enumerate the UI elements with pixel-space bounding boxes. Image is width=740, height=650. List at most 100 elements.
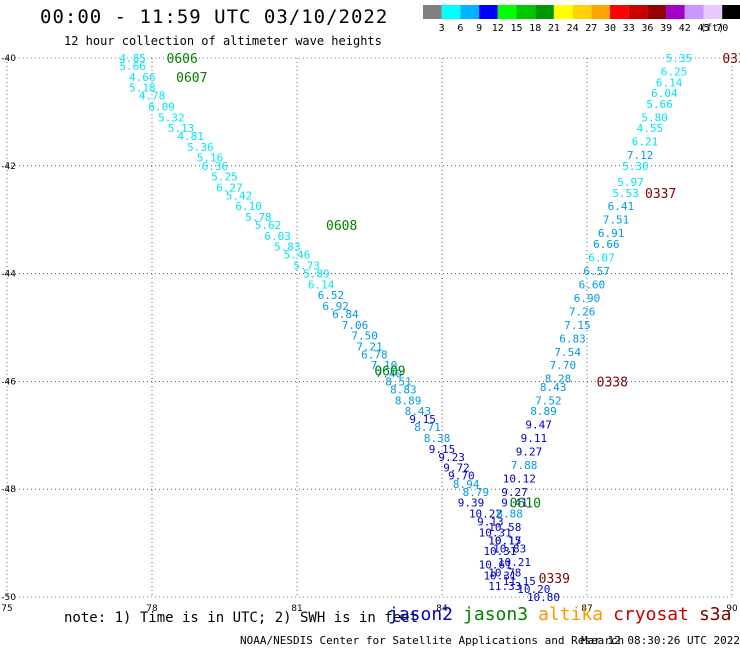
legend-swatch bbox=[460, 5, 480, 19]
satellite-key-jason2: jason2 bbox=[388, 604, 454, 625]
swh-value: 9.47 bbox=[525, 419, 552, 432]
swh-value: 11.33 bbox=[488, 580, 521, 593]
swh-value: 9.70 bbox=[448, 470, 475, 483]
pass-time-label: 0608 bbox=[326, 219, 357, 234]
lon-tick-label: 78 bbox=[146, 604, 158, 614]
legend-label: 39 bbox=[660, 23, 672, 34]
swh-value: 8.51 bbox=[385, 375, 412, 388]
swh-values: 4.855.664.665.184.786.095.325.134.815.36… bbox=[119, 52, 692, 604]
swh-value: 11.15 bbox=[503, 575, 536, 588]
legend-label: 12 bbox=[492, 23, 504, 34]
legend-swatch bbox=[479, 5, 498, 19]
swh-value: 5.80 bbox=[641, 111, 668, 124]
swh-value: 10.21 bbox=[498, 556, 531, 569]
swh-value: 5.83 bbox=[274, 241, 301, 254]
legend-label: 18 bbox=[529, 23, 541, 34]
axis-ticks: 75 78 81 84 87 90 -40 -42 -44 -46 -48 -50 bbox=[1, 54, 738, 614]
pass-time-label: 0610 bbox=[510, 497, 541, 512]
swh-value: 7.40 bbox=[376, 367, 403, 380]
swh-value: 4.55 bbox=[637, 122, 664, 135]
swh-value: 9.13 bbox=[477, 516, 504, 529]
swh-value: 6.09 bbox=[148, 101, 175, 114]
swh-value: 10.80 bbox=[527, 591, 560, 604]
lon-tick-label: 87 bbox=[581, 604, 592, 614]
swh-value: 9.15 bbox=[409, 413, 436, 426]
swh-value: 5.46 bbox=[284, 249, 311, 262]
swh-value: 10.17 bbox=[488, 534, 521, 547]
swh-value: 6.83 bbox=[559, 332, 586, 345]
swh-value: 10.58 bbox=[488, 521, 521, 534]
swh-value: 7.88 bbox=[511, 459, 538, 472]
swh-value: 6.25 bbox=[661, 65, 688, 78]
swh-value: 8.28 bbox=[545, 373, 572, 386]
swh-value: 10.78 bbox=[488, 567, 521, 580]
swh-value: 9.15 bbox=[429, 443, 456, 456]
swh-value: 5.25 bbox=[211, 171, 238, 184]
swh-value: 7.52 bbox=[535, 394, 562, 407]
swh-value: 6.91 bbox=[598, 227, 625, 240]
pass-time-label: 0337 bbox=[645, 187, 676, 202]
satellite-key-s3a: s3a bbox=[698, 604, 732, 625]
legend-swatch bbox=[722, 5, 740, 19]
legend-label: 27 bbox=[585, 23, 597, 34]
swh-value: 7.21 bbox=[356, 340, 383, 353]
legend-label: 33 bbox=[623, 23, 635, 34]
pass-time-labels: 0606 0607 0608 0609 0610 0336 0337 0338 0339 bbox=[167, 52, 740, 587]
swh-value: 8.43 bbox=[405, 405, 432, 418]
legend-label: 24 bbox=[567, 23, 579, 34]
swh-value: 5.78 bbox=[245, 211, 272, 224]
swh-value: 8.88 bbox=[496, 507, 523, 520]
legend-label: 3 bbox=[439, 23, 445, 34]
swh-value: 10.31 bbox=[483, 569, 516, 582]
lon-tick-label: 81 bbox=[291, 604, 302, 614]
legend-label: 42 bbox=[679, 23, 691, 34]
swh-value: 8.38 bbox=[424, 432, 451, 445]
swh-value: 5.97 bbox=[617, 176, 644, 189]
pass-time-label: 0339 bbox=[539, 572, 570, 587]
swh-value: 6.07 bbox=[588, 251, 615, 264]
lat-tick-label: -50 bbox=[1, 593, 16, 603]
legend-label: 45 bbox=[697, 23, 709, 34]
legend-label: 6 bbox=[457, 23, 463, 34]
swh-value: 5.18 bbox=[129, 82, 156, 95]
swh-value: 10.31 bbox=[479, 526, 512, 539]
satellite-key-altika: altika bbox=[538, 604, 604, 625]
legend-swatch bbox=[423, 5, 442, 19]
swh-value: 5.89 bbox=[303, 268, 330, 281]
swh-value: 4.85 bbox=[119, 52, 146, 65]
swh-value: 5.73 bbox=[293, 260, 320, 273]
pass-time-label: 0338 bbox=[597, 375, 628, 390]
swh-value: 9.27 bbox=[501, 486, 528, 499]
legend-swatch bbox=[441, 5, 461, 19]
swh-value: 10.22 bbox=[469, 507, 502, 520]
lon-tick-label: 90 bbox=[726, 604, 738, 614]
swh-value: 6.36 bbox=[202, 160, 229, 173]
legend-label: 9 bbox=[476, 23, 482, 34]
swh-value: 8.83 bbox=[390, 383, 417, 396]
legend-swatch bbox=[703, 5, 723, 19]
pass-time-label: 0609 bbox=[374, 365, 405, 380]
swh-value: 5.13 bbox=[168, 122, 195, 135]
swh-value: 6.27 bbox=[216, 181, 243, 194]
swh-value: 8.43 bbox=[540, 381, 567, 394]
legend-label: 15 bbox=[510, 23, 522, 34]
swh-value: 6.21 bbox=[632, 136, 659, 149]
lat-tick-label: -46 bbox=[1, 377, 16, 387]
swh-value: 6.03 bbox=[264, 230, 291, 243]
satellite-key: jason2 jason3 altika cryosat s3a bbox=[388, 604, 740, 625]
credit-line: NOAA/NESDIS Center for Satellite Applica… bbox=[240, 634, 625, 647]
legend-swatch bbox=[553, 5, 573, 19]
swh-value: 10.31 bbox=[483, 545, 516, 558]
swh-value: 4.66 bbox=[129, 71, 156, 84]
color-legend: 3 6 9 12 15 18 21 24 27 30 33 36 39 42 45 70(ft) bbox=[423, 5, 740, 34]
swh-value: 7.06 bbox=[342, 319, 369, 332]
swh-value: 8.94 bbox=[453, 478, 480, 491]
swh-value: 7.54 bbox=[554, 346, 581, 359]
legend-swatch bbox=[684, 5, 704, 19]
swh-value: 6.14 bbox=[656, 76, 683, 89]
legend-swatch bbox=[497, 5, 517, 19]
legend-swatch bbox=[610, 5, 629, 19]
legend-label: 36 bbox=[641, 23, 653, 34]
swh-value: 8.79 bbox=[463, 486, 490, 499]
